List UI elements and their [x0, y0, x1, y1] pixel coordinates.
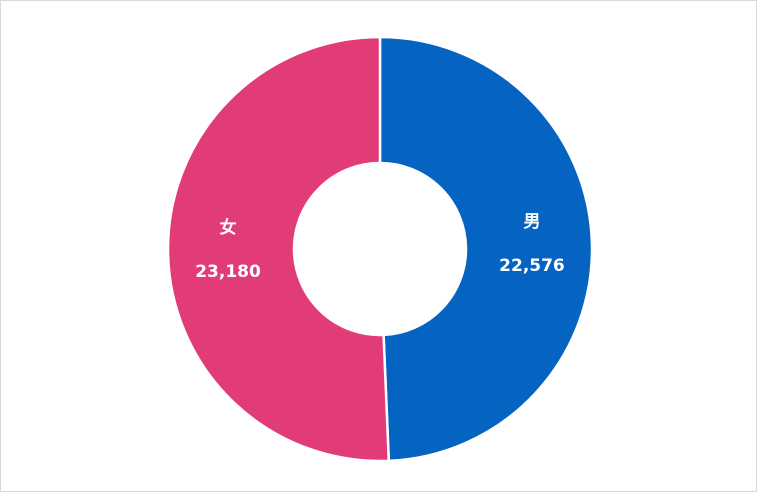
- slice-female: [166, 35, 391, 463]
- category-label: 男: [523, 212, 540, 232]
- slices-layer: [166, 35, 594, 463]
- labels-layer: 男 22,576 女 23,180: [195, 212, 565, 282]
- value-label: 22,576: [499, 256, 565, 276]
- value-label: 23,180: [195, 262, 261, 282]
- category-label: 女: [220, 217, 237, 238]
- slice-male: [378, 35, 594, 463]
